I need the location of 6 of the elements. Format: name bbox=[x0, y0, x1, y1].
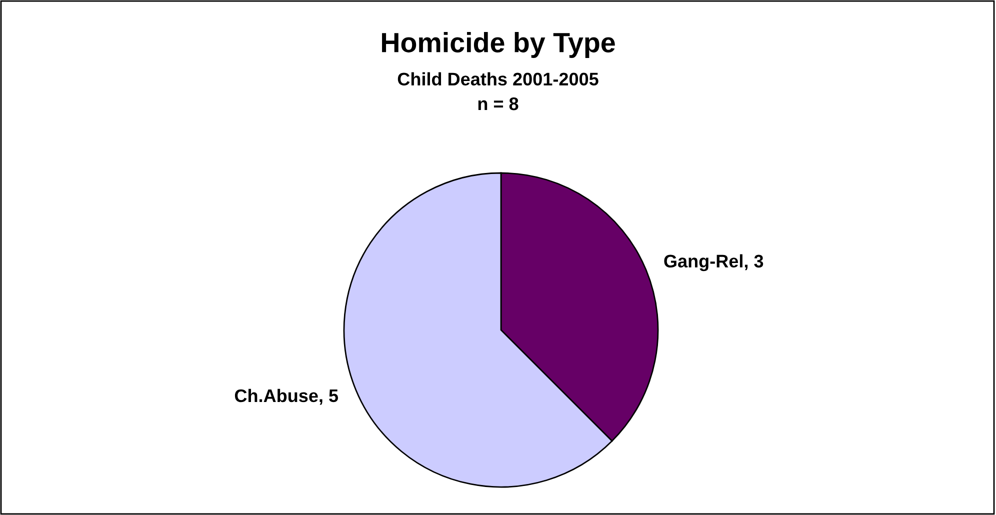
data-label: , 5 bbox=[320, 390, 338, 405]
chart-subtitle: Child Deaths 2001-2005 n = 8 bbox=[398, 72, 598, 110]
slice-label: Gang-Rel bbox=[664, 254, 742, 272]
chart-title: Homicide by Type bbox=[382, 32, 615, 58]
slice-label: Ch.Abuse bbox=[234, 388, 318, 402]
data-label: , 3 bbox=[744, 254, 764, 270]
